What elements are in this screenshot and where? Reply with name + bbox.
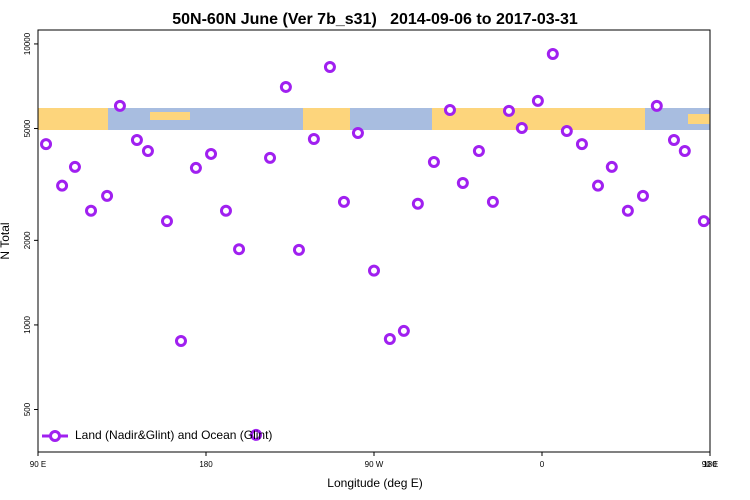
point (279, 80, 292, 93)
x-tick-label: 180 (199, 460, 213, 469)
x-tick-label: 90 W (365, 460, 384, 469)
point (502, 104, 515, 117)
y-tick-label: 2000 (23, 231, 32, 249)
x-tick-label: 90 E (30, 460, 46, 469)
x-tick-label: 0 (540, 460, 545, 469)
point (56, 179, 69, 192)
point (205, 147, 218, 160)
point (486, 195, 499, 208)
point (678, 144, 691, 157)
point (605, 160, 618, 173)
point (113, 99, 126, 112)
legend-marker (49, 430, 61, 442)
point (650, 99, 663, 112)
point (351, 126, 364, 139)
point (85, 204, 98, 217)
point (531, 94, 544, 107)
point (141, 144, 154, 157)
plot-frame (37, 29, 711, 453)
point (174, 334, 187, 347)
point (515, 122, 528, 135)
point (456, 176, 469, 189)
y-tick-label: 5000 (23, 119, 32, 137)
y-tick-label: 10000 (23, 32, 32, 55)
point (592, 179, 604, 192)
point (219, 204, 232, 217)
point (68, 160, 81, 173)
point (383, 333, 396, 346)
y-tick-label: 500 (23, 402, 32, 416)
y-axis-label: N Total (0, 222, 12, 259)
point (250, 428, 263, 441)
point (636, 189, 649, 202)
point (472, 144, 485, 157)
point (575, 138, 588, 151)
chart-title: 50N-60N June (Ver 7b_s31) 2014-09-06 to … (172, 11, 578, 28)
point (411, 197, 424, 210)
point (101, 189, 114, 202)
map-strip (38, 108, 710, 130)
point (546, 47, 559, 60)
point (160, 215, 173, 228)
point (292, 243, 305, 256)
legend-label: Land (Nadir&Glint) and Ocean (Glint) (75, 428, 272, 442)
x-tick-label: 90 E (702, 460, 718, 469)
point (368, 264, 380, 277)
point (264, 151, 277, 164)
point (397, 324, 410, 337)
point (427, 156, 440, 169)
x-tick-label: 180 (703, 460, 717, 469)
point (189, 161, 202, 174)
point (130, 134, 143, 147)
point (233, 243, 246, 256)
point (307, 132, 320, 145)
point (560, 124, 573, 137)
y-tick-label: 1000 (23, 315, 32, 333)
point (667, 134, 680, 147)
x-axis-label: Longitude (deg E) (327, 476, 422, 490)
point (40, 138, 53, 151)
point (621, 204, 634, 217)
point (337, 195, 350, 208)
point (323, 60, 336, 73)
point (443, 103, 456, 116)
point (697, 215, 710, 228)
